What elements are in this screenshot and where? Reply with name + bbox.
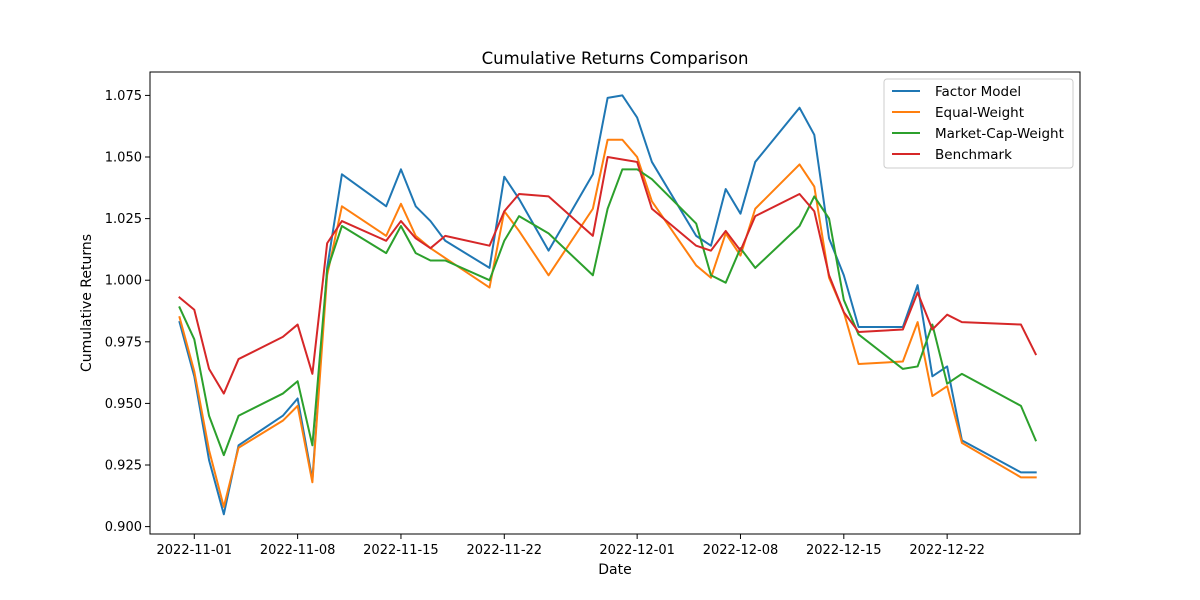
x-axis: 2022-11-01 2022-11-08 2022-11-15 2022-11-22…: [157, 534, 985, 558]
y-axis-title: Cumulative Returns: [79, 234, 95, 372]
legend-box: [883, 78, 1074, 169]
y-tick-label: 1.025: [105, 212, 142, 227]
legend-label: Market-Cap-Weight: [935, 126, 1064, 142]
x-axis-title: Date: [598, 562, 631, 578]
x-tick-label: 2022-12-01: [599, 543, 675, 558]
y-tick-label: 0.975: [105, 335, 142, 350]
legend-label: Equal-Weight: [935, 105, 1024, 121]
x-tick-label: 2022-11-15: [363, 543, 439, 558]
legend-label: Benchmark: [935, 147, 1012, 163]
x-tick-label: 2022-12-08: [703, 543, 779, 558]
y-tick-label: 0.950: [105, 397, 142, 412]
legend: Factor Model Equal-Weight Market-Cap-Weigh…: [883, 78, 1074, 169]
x-tick-label: 2022-11-01: [157, 543, 233, 558]
x-tick-label: 2022-11-08: [260, 543, 336, 558]
y-tick-label: 1.050: [105, 151, 142, 166]
legend-label: Factor Model: [935, 84, 1021, 100]
y-axis: 0.900 0.925 0.950 0.975 1.000 1.025 1.050 1.075: [105, 89, 150, 535]
y-tick-label: 0.900: [105, 520, 142, 535]
series-line-market-cap-weight: [178, 168, 1038, 457]
series-line-equal-weight: [178, 138, 1037, 508]
x-tick-label: 2022-11-22: [467, 543, 543, 558]
y-tick-label: 1.075: [105, 89, 142, 104]
chart-title: Cumulative Returns Comparison: [482, 49, 749, 68]
plot-area: [149, 71, 1081, 535]
x-tick-label: 2022-12-22: [909, 543, 985, 558]
series-line-benchmark: [178, 156, 1038, 395]
plot-frame: [149, 71, 1081, 535]
y-tick-label: 1.000: [105, 274, 142, 289]
y-tick-label: 0.925: [105, 459, 142, 474]
x-tick-label: 2022-12-15: [806, 543, 882, 558]
